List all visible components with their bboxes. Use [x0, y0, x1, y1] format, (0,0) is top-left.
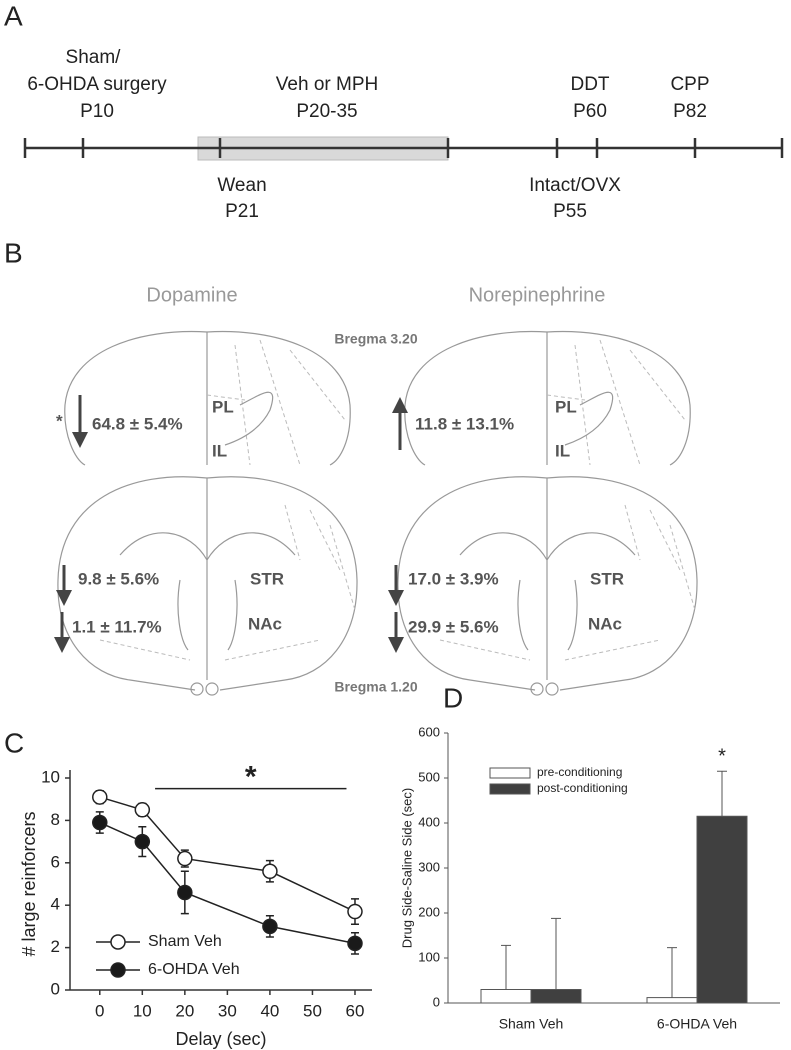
y-tick-label: 0 [433, 994, 440, 1009]
event-label: DDT [570, 74, 609, 95]
bar [480, 989, 532, 1004]
event-age: P55 [553, 201, 587, 222]
y-tick-label: 400 [418, 814, 440, 829]
legend-label: 6-OHDA Veh [148, 961, 240, 978]
event-age: P60 [573, 101, 607, 122]
data-point [347, 935, 363, 952]
change-label: 64.8 ± 5.4% [92, 414, 183, 433]
event-age: P10 [80, 101, 114, 122]
y-tick-label: 300 [418, 859, 440, 874]
data-point [177, 850, 193, 867]
bregma-label: Bregma 3.20 [334, 331, 417, 347]
change-label: 17.0 ± 3.9% [408, 569, 499, 588]
brain-section [64, 330, 351, 466]
y-tick-label: 0 [51, 979, 60, 998]
event-age: P20-35 [296, 101, 357, 122]
x-tick-label: 0 [95, 1001, 104, 1020]
y-tick-label: 8 [51, 810, 60, 829]
brain-section [404, 330, 691, 466]
legend-label: Sham Veh [148, 933, 222, 950]
legend-swatch [489, 767, 531, 779]
region-label: IL [212, 441, 227, 460]
bar [530, 989, 582, 1004]
region-label: NAc [588, 614, 622, 633]
panel-label: A [4, 0, 23, 31]
panel-label: D [443, 682, 463, 713]
bregma-label: Bregma 1.20 [334, 679, 417, 695]
region-label: PL [555, 397, 577, 416]
x-tick-label: 30 [218, 1001, 237, 1020]
legend-label: post-conditioning [537, 781, 628, 795]
data-point [134, 833, 151, 850]
legend-swatch [489, 783, 531, 795]
data-point [262, 863, 278, 880]
region-label: STR [250, 569, 284, 588]
legend-label: pre-conditioning [537, 765, 622, 779]
data-point [134, 802, 151, 818]
bar [646, 997, 698, 1004]
data-point [262, 918, 278, 935]
y-tick-label: 200 [418, 904, 440, 919]
y-axis-title: # large reinforcers [19, 811, 39, 956]
event-label: CPP [670, 74, 709, 95]
y-tick-label: 500 [418, 769, 440, 784]
event-label: Sham/ [66, 47, 122, 68]
annotation: * [718, 746, 726, 768]
region-label: NAc [248, 614, 282, 633]
event-age: P82 [673, 101, 707, 122]
y-tick-label: 100 [418, 949, 440, 964]
y-tick-label: 2 [51, 937, 60, 956]
data-point [177, 884, 193, 901]
column-title: Norepinephrine [469, 284, 606, 306]
region-label: IL [555, 441, 570, 460]
region-label: STR [590, 569, 624, 588]
x-tick-label: 20 [175, 1001, 194, 1020]
event-label: Intact/OVX [529, 175, 621, 196]
legend-marker [110, 962, 126, 978]
panel-label: B [4, 237, 23, 268]
x-tick-label: 60 [346, 1001, 365, 1020]
y-tick-label: 10 [41, 767, 60, 786]
column-title: Dopamine [146, 284, 237, 306]
timeline [23, 136, 784, 161]
event-label: Veh or MPH [276, 74, 378, 95]
data-point [92, 814, 108, 831]
event-label: 6-OHDA surgery [27, 74, 167, 95]
significance: * [56, 411, 63, 430]
x-tick-label: Sham Veh [499, 1016, 564, 1032]
legend-marker [110, 934, 126, 950]
region-label: PL [212, 397, 234, 416]
panel-label: C [4, 727, 24, 758]
data-point [347, 903, 363, 920]
change-label: 9.8 ± 5.6% [78, 569, 159, 588]
event-age: P21 [225, 201, 259, 222]
change-label: 29.9 ± 5.6% [408, 617, 499, 636]
y-tick-label: 6 [51, 852, 60, 871]
data-point [92, 789, 108, 805]
x-tick-label: 6-OHDA Veh [657, 1016, 737, 1032]
x-axis-title: Delay (sec) [175, 1029, 266, 1049]
x-tick-label: 40 [260, 1001, 279, 1020]
event-label: Wean [217, 175, 266, 196]
change-label: 1.1 ± 11.7% [72, 617, 162, 636]
annotation: * [245, 761, 257, 794]
y-axis-title: Drug Side-Saline Side (sec) [399, 788, 414, 948]
x-tick-label: 10 [133, 1001, 152, 1020]
y-tick-label: 600 [418, 724, 440, 739]
arrows [54, 395, 408, 653]
x-tick-label: 50 [303, 1001, 322, 1020]
change-label: 11.8 ± 13.1% [415, 414, 514, 433]
bar [696, 815, 748, 1004]
y-tick-label: 4 [51, 895, 60, 914]
